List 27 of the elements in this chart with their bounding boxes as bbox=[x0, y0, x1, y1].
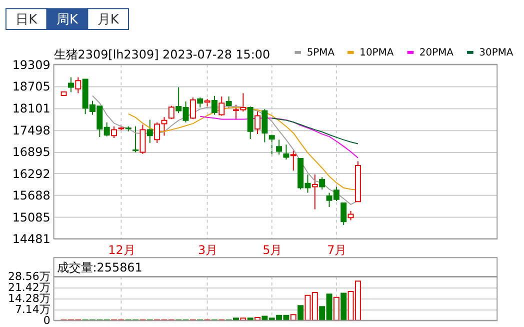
y-tick-label: 18705 bbox=[12, 80, 50, 94]
legend-label: 30PMA bbox=[479, 47, 514, 58]
x-tick-label: 12月 bbox=[108, 243, 136, 258]
y-tick-label: 15688 bbox=[12, 188, 50, 203]
y-tick-label: 7.14万 bbox=[14, 302, 50, 316]
legend-label: 10PMA bbox=[360, 47, 394, 58]
y-tick-label: 19309 bbox=[12, 58, 50, 72]
y-tick-label: 15085 bbox=[12, 210, 50, 224]
text: 周K bbox=[56, 12, 78, 28]
y-tick-label: 17498 bbox=[12, 123, 50, 138]
y-tick-label: 28.56万 bbox=[8, 270, 50, 284]
y-tick-label: 0 bbox=[43, 314, 50, 327]
y-tick-label: 16895 bbox=[12, 145, 50, 160]
x-tick-label: 3月 bbox=[198, 243, 218, 258]
y-tick-label: 18101 bbox=[12, 101, 50, 116]
text: 月K bbox=[97, 12, 120, 28]
legend-label: 5PMA bbox=[306, 47, 335, 58]
chart-title: 成交量:255861 bbox=[56, 260, 142, 275]
x-tick-label: 7月 bbox=[327, 243, 347, 258]
y-tick-label: 21.42万 bbox=[8, 281, 50, 294]
text: 日K bbox=[16, 12, 38, 28]
x-tick-label: 5月 bbox=[262, 243, 282, 258]
y-tick-label: 16292 bbox=[12, 166, 50, 181]
y-tick-label: 14481 bbox=[12, 232, 50, 246]
y-tick-label: 14.28万 bbox=[8, 292, 50, 305]
chart-title: 生猪2309[lh2309] 2023-07-28 15:00 bbox=[54, 47, 270, 62]
legend-label: 20PMA bbox=[419, 47, 454, 58]
